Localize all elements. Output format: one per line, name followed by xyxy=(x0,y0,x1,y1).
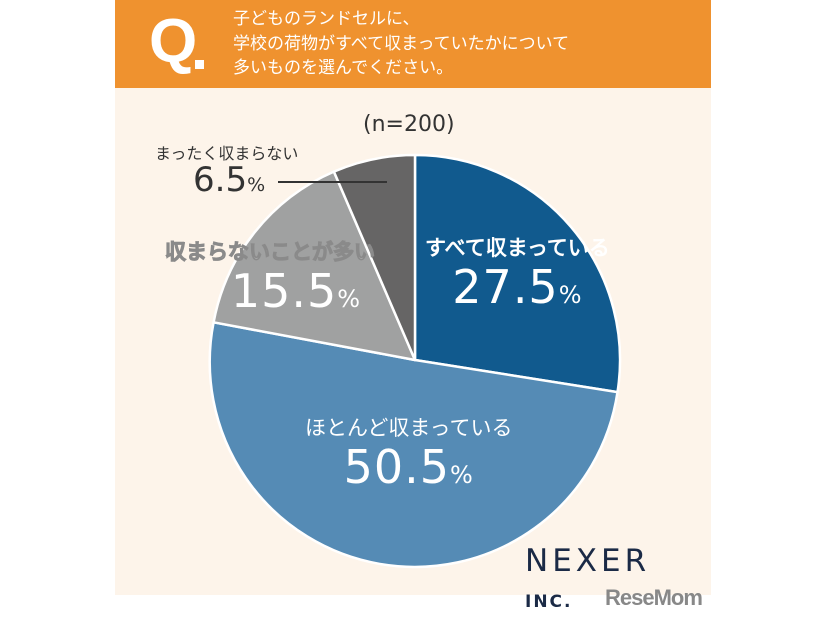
sample-size: (n=200) xyxy=(363,112,455,137)
q-mark: Q xyxy=(149,7,197,76)
pie-chart xyxy=(208,153,622,569)
slice-often-not-fit xyxy=(212,170,417,362)
q-dot xyxy=(195,60,204,69)
slice-never-fit xyxy=(332,153,417,362)
question-text: 子どものランドセルに、 学校の荷物がすべて収まっていたかについて 多いものを選ん… xyxy=(233,7,569,81)
question-line-2: 学校の荷物がすべて収まっていたかについて xyxy=(233,33,570,54)
label-all-fit: すべて収まっている 27.5% xyxy=(425,236,610,314)
question-header: Q 子どものランドセルに、 学校の荷物がすべて収まっていたかについて 多いものを… xyxy=(115,0,711,88)
label-often-not-fit: 収まらないことが多い 15.5% xyxy=(165,240,376,318)
chart-panel: Q 子どものランドセルに、 学校の荷物がすべて収まっていたかについて 多いものを… xyxy=(115,0,711,612)
label-mostly-fit: ほとんど収まっている 50.5% xyxy=(305,416,513,494)
value-never-fit: 6.5% xyxy=(193,160,266,200)
resemom-watermark: ReseMom xyxy=(605,585,703,610)
label-never-fit: まったく収まらない xyxy=(155,144,299,163)
slice-all-fit xyxy=(413,153,622,394)
question-line-3: 多いものを選んでください。 xyxy=(233,58,454,78)
slice-mostly-fit xyxy=(208,321,619,569)
question-line-1: 子どものランドセルに、 xyxy=(233,9,420,29)
nexer-logo: NEXER INC. xyxy=(525,543,651,612)
